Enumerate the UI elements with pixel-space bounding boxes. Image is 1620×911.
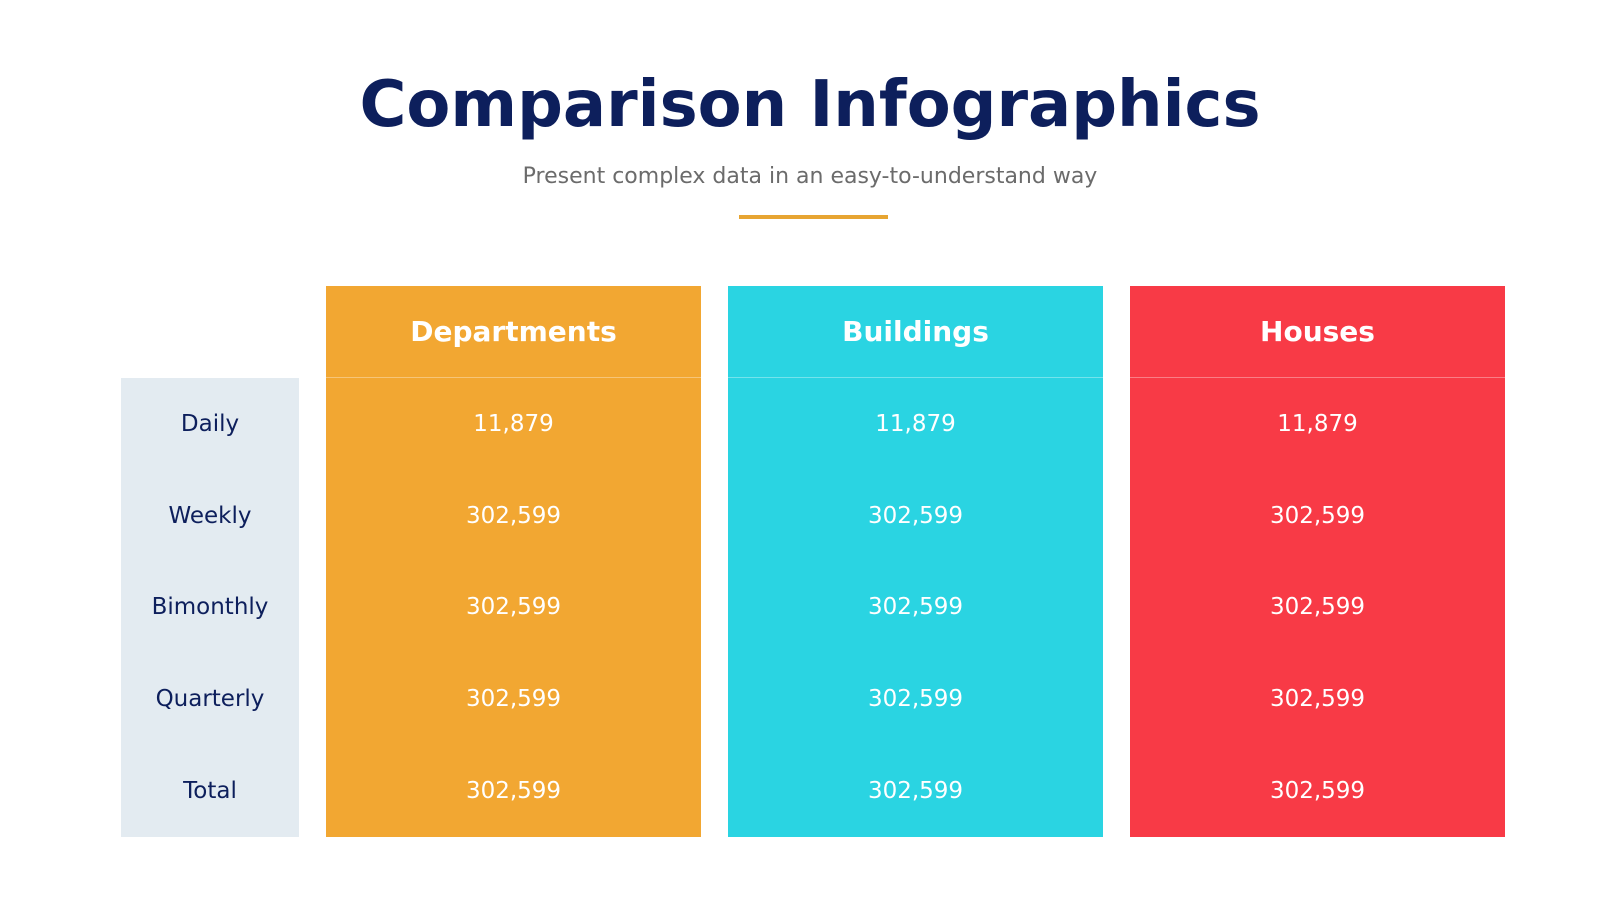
table-cell: 302,599 xyxy=(1269,686,1366,713)
column-header: Departments xyxy=(326,286,701,378)
table-cell: 302,599 xyxy=(1269,778,1366,805)
title-underline xyxy=(739,215,888,219)
row-label: Bimonthly xyxy=(151,594,269,621)
row-label: Weekly xyxy=(168,502,252,529)
page-title: Comparison Infographics xyxy=(359,68,1261,142)
column-buildings: Buildings 11,879 302,599 302,599 302,599… xyxy=(728,286,1103,837)
table-cell: 302,599 xyxy=(867,502,964,529)
table-cell: 302,599 xyxy=(465,594,562,621)
table-cell: 302,599 xyxy=(867,686,964,713)
table-cell: 11,879 xyxy=(875,410,956,437)
column-departments: Departments 11,879 302,599 302,599 302,5… xyxy=(326,286,701,837)
row-labels-column: Daily Weekly Bimonthly Quarterly Total xyxy=(121,378,299,837)
table-cell: 11,879 xyxy=(473,410,554,437)
table-cell: 302,599 xyxy=(465,686,562,713)
table-cell: 302,599 xyxy=(867,778,964,805)
row-label: Total xyxy=(183,778,237,805)
row-label: Quarterly xyxy=(155,686,265,713)
column-header: Buildings xyxy=(728,286,1103,378)
table-cell: 302,599 xyxy=(465,778,562,805)
column-houses: Houses 11,879 302,599 302,599 302,599 30… xyxy=(1130,286,1505,837)
column-header: Houses xyxy=(1130,286,1505,378)
page-subtitle: Present complex data in an easy-to-under… xyxy=(522,164,1098,189)
table-cell: 11,879 xyxy=(1277,410,1358,437)
table-cell: 302,599 xyxy=(867,594,964,621)
table-cell: 302,599 xyxy=(465,502,562,529)
table-cell: 302,599 xyxy=(1269,502,1366,529)
table-cell: 302,599 xyxy=(1269,594,1366,621)
row-label: Daily xyxy=(180,410,240,437)
